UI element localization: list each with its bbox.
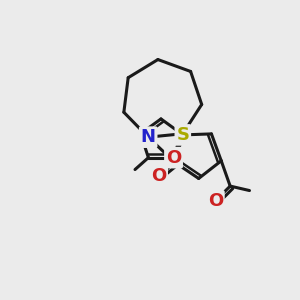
Text: N: N (141, 128, 156, 146)
Text: O: O (166, 148, 181, 166)
Text: S: S (176, 126, 189, 144)
Text: O: O (151, 167, 166, 185)
Text: O: O (208, 192, 223, 210)
